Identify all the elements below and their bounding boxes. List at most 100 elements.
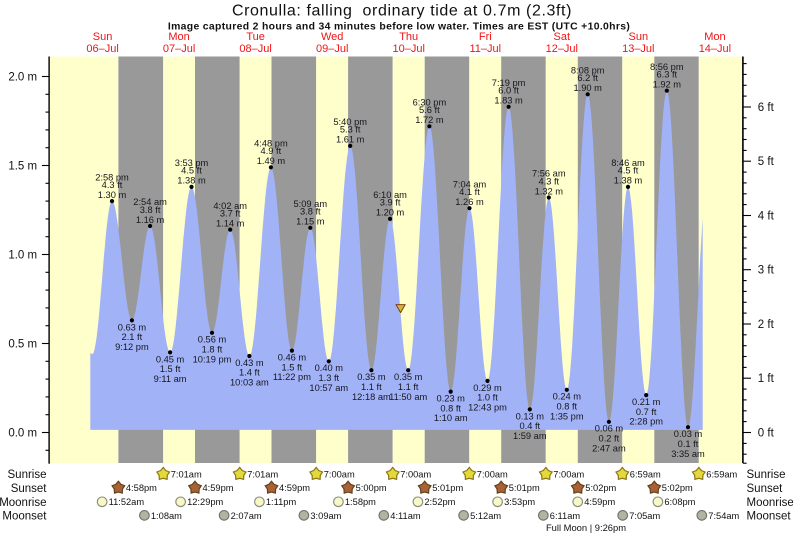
svg-text:4:59pm: 4:59pm xyxy=(584,497,615,507)
svg-text:1.15 m: 1.15 m xyxy=(296,217,325,227)
svg-text:4 ft: 4 ft xyxy=(758,211,775,223)
svg-text:7:00am: 7:00am xyxy=(477,469,508,479)
svg-text:0.29 m: 0.29 m xyxy=(473,383,502,393)
svg-text:Tue: Tue xyxy=(246,31,265,43)
svg-text:0.43 m: 0.43 m xyxy=(235,358,264,368)
svg-text:1.20 m: 1.20 m xyxy=(376,208,405,218)
svg-text:Mon: Mon xyxy=(704,31,725,43)
svg-text:1:59 am: 1:59 am xyxy=(513,431,547,441)
svg-text:11:50 am: 11:50 am xyxy=(389,392,427,402)
svg-text:1.0 m: 1.0 m xyxy=(8,250,37,262)
svg-text:6:11am: 6:11am xyxy=(550,511,581,521)
svg-text:5:01pm: 5:01pm xyxy=(509,483,540,493)
svg-text:4:58pm: 4:58pm xyxy=(126,483,157,493)
svg-text:1.3 ft: 1.3 ft xyxy=(318,373,339,383)
svg-text:4.3 ft: 4.3 ft xyxy=(538,176,559,186)
svg-text:6 ft: 6 ft xyxy=(758,102,775,114)
svg-text:12:29pm: 12:29pm xyxy=(187,497,223,507)
svg-text:2 ft: 2 ft xyxy=(758,319,775,331)
svg-text:06–Jul: 06–Jul xyxy=(86,43,118,55)
svg-text:1 ft: 1 ft xyxy=(758,373,775,385)
svg-text:5:02pm: 5:02pm xyxy=(585,483,616,493)
svg-text:0.03 m: 0.03 m xyxy=(674,429,703,439)
svg-text:Full Moon | 9:26pm: Full Moon | 9:26pm xyxy=(546,522,626,533)
svg-text:Sunrise: Sunrise xyxy=(8,469,47,481)
svg-text:Image captured 2 hours and 34: Image captured 2 hours and 34 minutes be… xyxy=(168,22,630,33)
svg-text:Thu: Thu xyxy=(399,31,418,43)
svg-text:0.35 m: 0.35 m xyxy=(394,372,423,382)
svg-text:1.5 ft: 1.5 ft xyxy=(282,362,303,372)
svg-text:0.13 m: 0.13 m xyxy=(516,411,545,421)
svg-text:Sun: Sun xyxy=(93,31,113,43)
svg-text:1.5 m: 1.5 m xyxy=(8,161,37,173)
svg-text:2.1 ft: 2.1 ft xyxy=(122,332,143,342)
svg-text:12:43 pm: 12:43 pm xyxy=(468,403,507,413)
svg-text:Fri: Fri xyxy=(479,31,492,43)
svg-text:1.30 m: 1.30 m xyxy=(98,190,127,200)
svg-text:4:59pm: 4:59pm xyxy=(203,483,234,493)
svg-text:1.92 m: 1.92 m xyxy=(653,80,682,90)
svg-text:0.40 m: 0.40 m xyxy=(315,363,344,373)
svg-text:1.8 ft: 1.8 ft xyxy=(202,345,223,355)
svg-text:0.1 ft: 0.1 ft xyxy=(678,439,699,449)
svg-text:3.9 ft: 3.9 ft xyxy=(380,198,401,208)
svg-text:4:11am: 4:11am xyxy=(390,511,421,521)
svg-text:0.0 m: 0.0 m xyxy=(8,428,37,440)
svg-text:2:28 pm: 2:28 pm xyxy=(629,417,663,427)
svg-text:13–Jul: 13–Jul xyxy=(622,43,654,55)
svg-text:7:05am: 7:05am xyxy=(629,511,660,521)
svg-text:1.83 m: 1.83 m xyxy=(494,96,523,106)
svg-text:1:11pm: 1:11pm xyxy=(266,497,297,507)
svg-text:2:52pm: 2:52pm xyxy=(424,497,455,507)
svg-text:0 ft: 0 ft xyxy=(758,428,775,440)
svg-text:6:59am: 6:59am xyxy=(706,469,737,479)
svg-text:0.46 m: 0.46 m xyxy=(278,353,307,363)
svg-text:3:53pm: 3:53pm xyxy=(504,497,535,507)
svg-text:07–Jul: 07–Jul xyxy=(163,43,195,55)
svg-text:0.24 m: 0.24 m xyxy=(553,392,582,402)
svg-text:Moonrise: Moonrise xyxy=(0,497,47,509)
svg-text:7:00am: 7:00am xyxy=(400,469,431,479)
svg-text:3.8 ft: 3.8 ft xyxy=(140,205,161,215)
svg-text:Sunrise: Sunrise xyxy=(747,469,786,481)
svg-text:11:22 pm: 11:22 pm xyxy=(273,372,311,382)
svg-text:1.0 ft: 1.0 ft xyxy=(477,393,498,403)
svg-text:0.4 ft: 0.4 ft xyxy=(519,421,540,431)
svg-text:4:59pm: 4:59pm xyxy=(279,483,310,493)
svg-text:3:09am: 3:09am xyxy=(310,511,341,521)
svg-text:6.3 ft: 6.3 ft xyxy=(656,70,677,80)
svg-text:9:11 am: 9:11 am xyxy=(154,374,187,384)
svg-text:5.3 ft: 5.3 ft xyxy=(340,125,361,135)
svg-text:0.8 ft: 0.8 ft xyxy=(440,403,461,413)
svg-text:7:00am: 7:00am xyxy=(553,469,584,479)
svg-text:3:35 am: 3:35 am xyxy=(671,449,705,459)
svg-text:5 ft: 5 ft xyxy=(758,156,775,168)
svg-text:Sun: Sun xyxy=(629,31,649,43)
svg-text:Sat: Sat xyxy=(554,31,571,43)
svg-text:4.9 ft: 4.9 ft xyxy=(261,146,282,156)
svg-text:Sunset: Sunset xyxy=(747,483,784,495)
svg-text:1.14 m: 1.14 m xyxy=(216,218,245,228)
svg-text:11:52am: 11:52am xyxy=(109,497,145,507)
svg-text:9:12 pm: 9:12 pm xyxy=(115,342,149,352)
svg-text:6:08pm: 6:08pm xyxy=(664,497,695,507)
svg-text:14–Jul: 14–Jul xyxy=(699,43,731,55)
svg-text:0.45 m: 0.45 m xyxy=(156,354,185,364)
svg-text:0.7 ft: 0.7 ft xyxy=(636,407,657,417)
svg-text:1.90 m: 1.90 m xyxy=(573,83,602,93)
svg-text:0.06 m: 0.06 m xyxy=(595,424,624,434)
svg-text:10:03 am: 10:03 am xyxy=(230,378,269,388)
svg-text:1:58pm: 1:58pm xyxy=(345,497,376,507)
svg-text:6.0 ft: 6.0 ft xyxy=(498,86,519,96)
svg-text:0.35 m: 0.35 m xyxy=(357,372,386,382)
svg-text:3.7 ft: 3.7 ft xyxy=(220,208,241,218)
svg-text:5:12am: 5:12am xyxy=(470,511,501,521)
svg-text:4.3 ft: 4.3 ft xyxy=(102,180,123,190)
svg-text:1.1 ft: 1.1 ft xyxy=(361,382,382,392)
svg-text:Moonset: Moonset xyxy=(747,510,792,522)
svg-text:7:01am: 7:01am xyxy=(171,469,202,479)
svg-text:10:19 pm: 10:19 pm xyxy=(193,354,232,364)
svg-text:11–Jul: 11–Jul xyxy=(469,43,501,55)
svg-text:5:02pm: 5:02pm xyxy=(662,483,693,493)
svg-text:1.26 m: 1.26 m xyxy=(455,197,484,207)
